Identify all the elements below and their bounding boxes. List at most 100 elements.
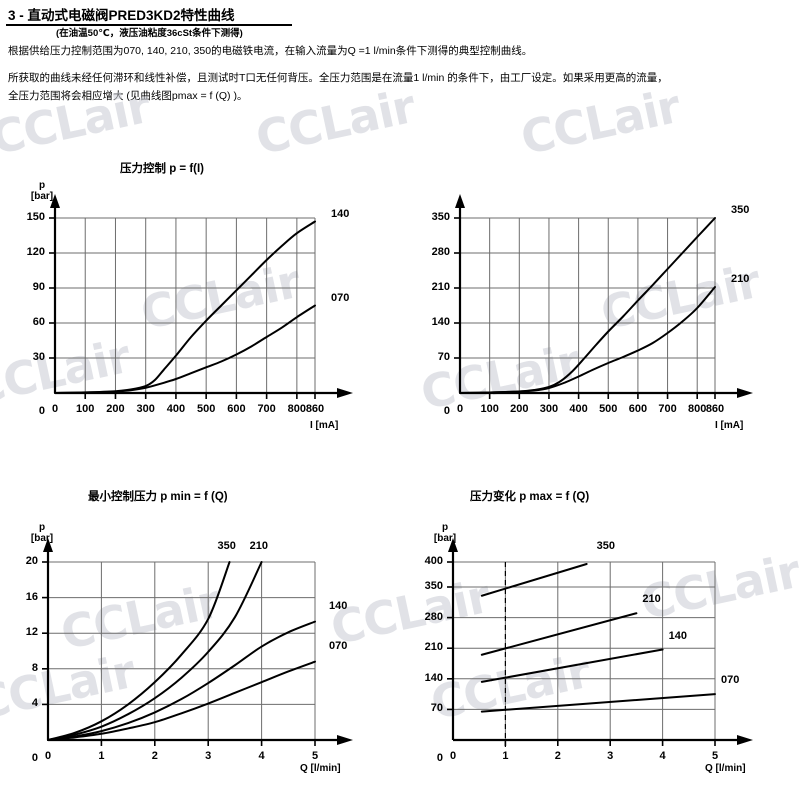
x-tick-label: 800 [688,403,707,415]
body-paragraph-3: 全压力范围将会相应增大 (见曲线图pmax = f (Q) )。 [8,90,248,102]
x-axis-label: I [mA] [310,420,339,431]
chart-pressure-control: 压力控制 p = f(I) p [bar] I [mA] 0 30 60 90 120 1… [0,150,400,440]
chart-title: 压力变化 p max = f (Q) [470,491,590,503]
y-tick-label: 140 [431,316,450,328]
x-tick-label: 600 [628,403,648,415]
x-axis-arrow [737,735,753,745]
x-axis-label: Q [l/min] [705,763,746,774]
data-curve [54,304,316,394]
chart-min-control-pressure: 最小控制压力 p min = f (Q) p [bar] Q [l/min] 0… [0,480,400,790]
x-tick-label: 1 [98,750,105,762]
x-axis-label: Q [l/min] [300,763,341,774]
y-axis-unit: [bar] [30,533,54,544]
data-curve [47,561,263,741]
body-paragraph-2: 所获取的曲线未经任何滞环和线性补偿，且测试时T口无任何背压。全压力范围是在流量1… [8,72,668,84]
y-tick-label: 60 [32,316,45,328]
x-tick-label: 0 [44,750,52,762]
series-label: 210 [731,273,750,285]
x-axis-arrow [337,735,353,745]
x-tick-label: 200 [510,403,529,415]
data-curve [480,612,638,656]
chart-title: 最小控制压力 p min = f (Q) [88,491,228,503]
y-tick-label: 0 [38,405,45,417]
x-tick-label: 800 [287,403,307,415]
y-tick-label: 0 [31,752,38,764]
y-tick-label: 150 [26,211,45,223]
y-axis-arrow [50,194,60,208]
x-tick-label: 400 [166,403,186,415]
chart-plot-area [42,538,353,746]
data-curve [47,620,316,741]
x-tick-label: 400 [569,403,588,415]
x-axis-arrow [337,388,353,398]
series-label: 140 [329,599,348,612]
x-axis-arrow [737,388,753,398]
chart-plot-area [454,194,753,399]
y-tick-label: 90 [32,281,45,293]
y-axis-arrow [455,194,465,208]
y-tick-label: 210 [424,641,443,654]
x-tick-label: 4 [258,750,265,762]
y-axis-arrow [448,538,458,552]
series-label: 350 [217,540,236,552]
series-label: 350 [596,540,615,552]
y-axis-label: p [bar] [22,522,62,544]
x-tick-label: 5 [311,750,319,762]
series-label: 070 [331,291,350,304]
page-subtitle: (在油温50℃，液压油粘度36cSt条件下测得) [56,28,243,39]
series-label: 210 [642,593,661,606]
x-axis-label: I [mA] [715,420,744,431]
x-tick-label: 3 [607,750,614,762]
data-curve [47,660,316,741]
y-tick-label: 20 [25,555,38,567]
y-tick-label: 12 [25,626,38,639]
x-tick-label: 2 [554,750,561,762]
chart-title: 压力控制 p = f(I) [120,163,205,175]
data-curve [480,648,664,683]
x-tick-label: 500 [599,403,618,415]
y-tick-label: 70 [437,351,450,363]
x-tick-label: 4 [659,750,666,762]
x-tick-label: 0 [51,403,59,415]
x-tick-label: 2 [151,750,158,762]
y-axis-symbol: p [38,522,46,533]
y-tick-label: 350 [424,580,443,592]
data-curve [54,220,316,394]
series-label: 140 [331,207,350,220]
y-axis-arrow [43,538,53,552]
x-tick-label: 600 [227,403,246,415]
y-tick-label: 120 [26,246,45,258]
page-title: 3 - 直动式电磁阀PRED3KD2特性曲线 [8,8,235,23]
body-paragraph-1: 根据供给压力控制范围为070, 140, 210, 350的电磁铁电流，在输入流… [8,45,533,57]
y-axis-unit: [bar] [433,533,457,544]
y-tick-label: 0 [436,752,443,764]
y-axis-unit: [bar] [30,191,54,202]
y-tick-label: 8 [31,661,38,674]
y-tick-label: 280 [424,610,443,623]
title-underline [6,24,292,26]
series-label: 350 [731,204,750,216]
data-curve [47,561,231,741]
x-tick-label: 3 [205,750,212,762]
y-tick-label: 350 [431,211,450,223]
series-label: 140 [668,629,687,642]
x-tick-label: 500 [196,403,216,415]
x-tick-label: 100 [76,403,95,415]
y-tick-label: 16 [25,590,38,603]
y-tick-label: 4 [31,697,38,710]
y-tick-label: 30 [32,351,45,363]
chart-pressure-control-high: p [bar] I [mA] 0701402102803500100200300… [405,150,800,440]
y-tick-label: 280 [431,246,450,258]
y-axis-label: p [bar] [22,180,62,202]
y-axis-label: p [bar] [425,522,465,544]
x-tick-label: 860 [705,403,725,415]
x-tick-label: 0 [449,750,457,762]
data-curve [480,693,716,713]
y-tick-label: 210 [431,281,450,293]
x-tick-label: 5 [711,750,719,762]
series-label: 070 [721,674,740,687]
x-tick-label: 300 [539,403,559,415]
y-axis-symbol: p [38,180,46,191]
chart-max-pressure-variation: 压力变化 p max = f (Q) p [bar] Q [l/min] 0 70… [405,480,800,790]
